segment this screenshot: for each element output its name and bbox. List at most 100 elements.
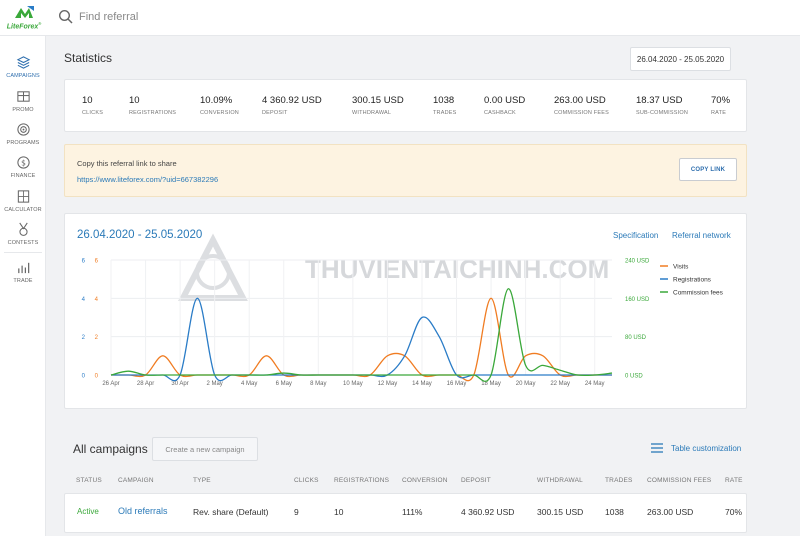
x-axis-tick-label: 22 May <box>550 381 570 387</box>
column-header-clicks[interactable]: CLICKS <box>294 477 319 484</box>
sidebar-item-calculator[interactable]: CALCULATOR <box>0 189 46 213</box>
x-axis-tick-label: 28 Apr <box>137 381 154 387</box>
x-axis-tick-label: 20 May <box>516 381 536 387</box>
campaign-withdrawal: 300.15 USD <box>537 507 584 517</box>
x-axis-tick-label: 6 May <box>276 381 292 387</box>
y-axis-right-tick-label: 80 USD <box>625 335 647 341</box>
column-header-commission-fees[interactable]: COMMISSION FEES <box>647 477 712 484</box>
watermark-text: THUVIENTAICHINH.COM <box>305 254 609 284</box>
y-axis-tick-label: 6 <box>95 259 99 265</box>
column-header-status[interactable]: STATUS <box>76 477 102 484</box>
medal-icon <box>18 222 28 236</box>
campaign-type: Rev. share (Default) <box>193 507 269 517</box>
logo[interactable]: LiteForex® <box>0 0 48 36</box>
y-axis-right-tick-label: 0 USD <box>625 374 643 380</box>
stat-registrations: 10 REGISTRATIONS <box>129 95 177 116</box>
stat-conversion: 10.09% CONVERSION <box>200 95 239 116</box>
x-axis-tick-label: 2 May <box>206 381 222 387</box>
sidebar-item-campaigns[interactable]: CAMPAIGNS <box>0 55 46 79</box>
column-header-trades[interactable]: TRADES <box>605 477 633 484</box>
list-icon <box>651 443 663 453</box>
search-icon <box>58 9 73 24</box>
stat-deposit: 4 360.92 USD DEPOSIT <box>262 95 322 116</box>
sidebar-item-programs[interactable]: PROGRAMS <box>0 122 46 146</box>
x-axis-tick-label: 30 Apr <box>171 381 188 387</box>
legend-label: Visits <box>673 264 689 271</box>
campaign-registrations: 10 <box>334 507 344 517</box>
x-axis-tick-label: 16 May <box>447 381 467 387</box>
top-bar: LiteForex® <box>0 0 800 36</box>
y-axis-tick-label: 0 <box>82 374 86 380</box>
y-axis-tick-label: 4 <box>95 297 99 303</box>
x-axis-tick-label: 12 May <box>378 381 398 387</box>
y-axis-right-tick-label: 240 USD <box>625 259 650 265</box>
sidebar-item-promo[interactable]: PROMO <box>0 89 46 113</box>
referral-link-panel: Copy this referral link to share https:/… <box>64 144 747 197</box>
watermark-logo <box>195 254 231 290</box>
copy-link-button[interactable]: COPY LINK <box>679 158 737 181</box>
y-axis-right-tick-label: 160 USD <box>625 297 650 303</box>
page-title: Statistics <box>64 51 113 65</box>
sidebar: CAMPAIGNS PROMO PROGRAMS $ FINANCE CALCU… <box>0 36 46 536</box>
column-header-campaign[interactable]: CAMPAIGN <box>118 477 154 484</box>
referral-network-link[interactable]: Referral network <box>672 231 731 240</box>
referral-caption: Copy this referral link to share <box>77 159 177 168</box>
promo-icon <box>16 91 30 102</box>
target-icon <box>16 123 30 136</box>
campaign-commission-fees: 263.00 USD <box>647 507 694 517</box>
sidebar-item-label: CAMPAIGNS <box>6 73 40 79</box>
stat-clicks: 10 CLICKS <box>82 95 104 116</box>
referral-link[interactable]: https://www.liteforex.com/?uid=667382296 <box>77 175 219 184</box>
sidebar-item-label: TRADE <box>13 278 33 284</box>
x-axis-tick-label: 4 May <box>241 381 257 387</box>
x-axis-tick-label: 10 May <box>343 381 363 387</box>
table-row[interactable] <box>64 493 747 533</box>
column-header-type[interactable]: TYPE <box>193 477 211 484</box>
series-line-commission-fees <box>110 288 613 382</box>
campaign-status: Active <box>77 507 99 516</box>
y-axis-tick-label: 2 <box>82 335 86 341</box>
campaign-deposit: 4 360.92 USD <box>461 507 515 517</box>
column-header-rate[interactable]: RATE <box>725 477 743 484</box>
logo-mark-icon <box>15 5 34 18</box>
column-header-registrations[interactable]: REGISTRATIONS <box>334 477 390 484</box>
campaign-rate: 70% <box>725 507 743 517</box>
column-header-withdrawal[interactable]: WITHDRAWAL <box>537 477 583 484</box>
search-input[interactable] <box>79 8 379 26</box>
table-customization-label: Table customization <box>671 443 742 453</box>
stat-withdrawal: 300.15 USD WITHDRAWAL <box>352 95 404 116</box>
dollar-icon: $ <box>16 156 30 169</box>
svg-text:$: $ <box>21 158 26 167</box>
y-axis-tick-label: 0 <box>95 374 99 380</box>
column-header-deposit[interactable]: DEPOSIT <box>461 477 491 484</box>
campaign-trades: 1038 <box>605 507 624 517</box>
specification-link[interactable]: Specification <box>613 231 659 240</box>
stat-commission-fees: 263.00 USD COMMISSION FEES <box>554 95 609 116</box>
sidebar-divider <box>4 252 42 253</box>
table-customization-button[interactable]: Table customization <box>651 443 741 453</box>
column-header-conversion[interactable]: CONVERSION <box>402 477 448 484</box>
x-axis-tick-label: 26 Apr <box>102 381 119 387</box>
x-axis-tick-label: 24 May <box>585 381 605 387</box>
logo-text: LiteForex® <box>6 20 42 31</box>
stat-trades: 1038 TRADES <box>433 95 457 116</box>
sidebar-item-label: CALCULATOR <box>4 207 42 213</box>
x-axis-tick-label: 8 May <box>310 381 326 387</box>
sidebar-item-trade[interactable]: TRADE <box>0 260 46 284</box>
create-campaign-button[interactable]: Create a new campaign <box>152 437 258 461</box>
sidebar-item-contests[interactable]: CONTESTS <box>0 222 46 246</box>
date-range-picker[interactable]: 26.04.2020 - 25.05.2020 <box>630 47 731 71</box>
statistics-summary: 10 CLICKS 10 REGISTRATIONS 10.09% CONVERSIO… <box>64 79 747 132</box>
calculator-icon <box>17 190 29 203</box>
sidebar-item-label: PROGRAMS <box>6 140 40 146</box>
campaign-name-link[interactable]: Old referrals <box>118 506 168 516</box>
y-axis-tick-label: 4 <box>82 297 86 303</box>
sidebar-item-finance[interactable]: $ FINANCE <box>0 155 46 179</box>
campaign-clicks: 9 <box>294 507 299 517</box>
y-axis-tick-label: 2 <box>95 335 99 341</box>
layers-icon <box>16 56 30 69</box>
sidebar-item-label: PROMO <box>12 107 34 113</box>
y-axis-tick-label: 6 <box>82 259 86 265</box>
stat-sub-commission: 18.37 USD SUB-COMMISSION <box>636 95 688 116</box>
sidebar-item-label: FINANCE <box>10 173 36 179</box>
